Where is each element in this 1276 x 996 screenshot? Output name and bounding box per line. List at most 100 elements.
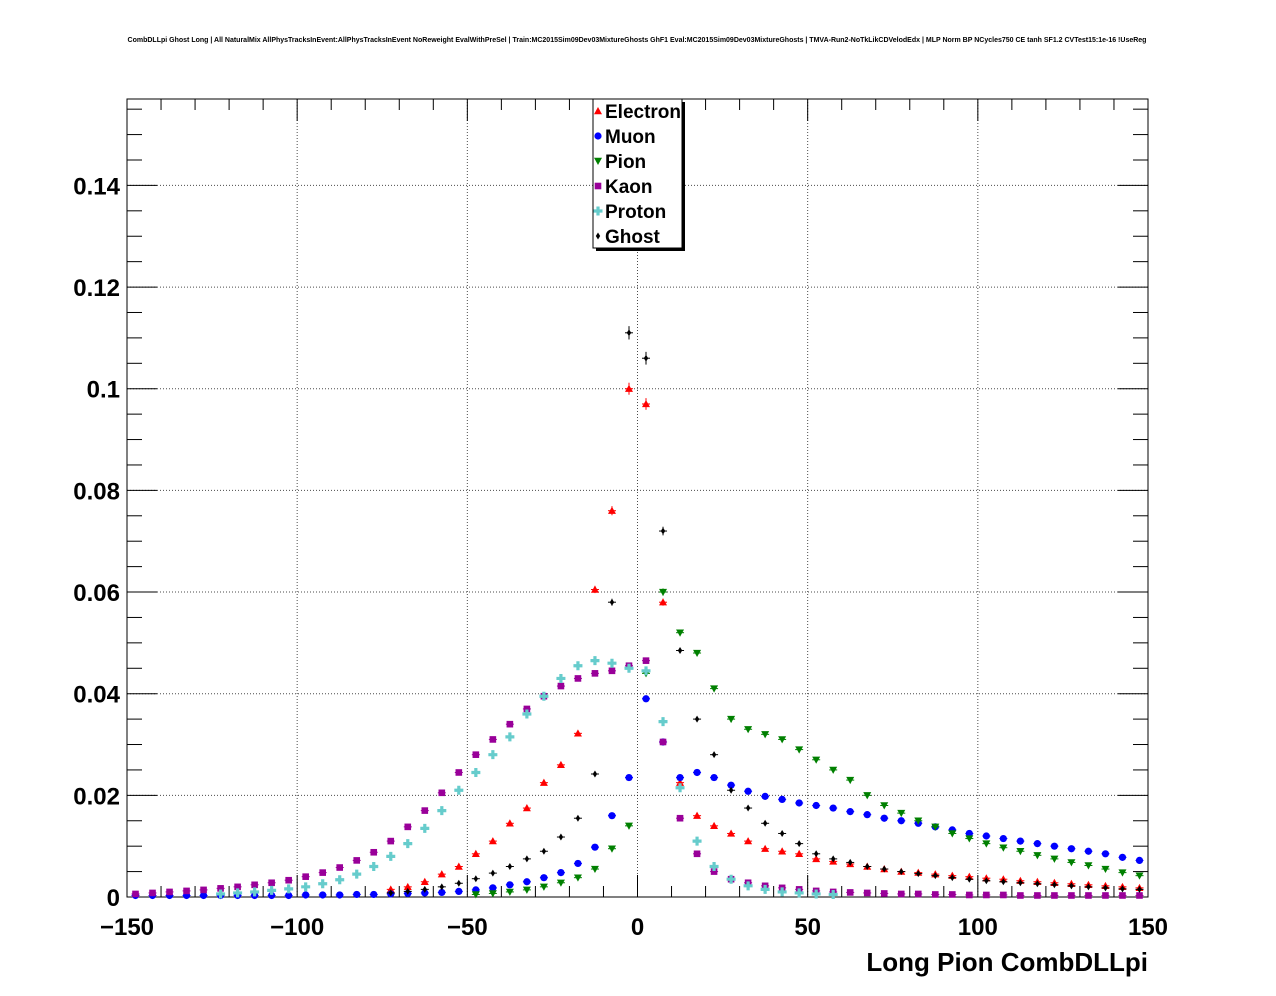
- data-point: [319, 869, 326, 876]
- data-point: [590, 865, 599, 874]
- data-point: [660, 527, 666, 535]
- series-muon: [131, 695, 1144, 900]
- legend: Electron Muon Pion Kaon Proton Ghost: [592, 98, 685, 251]
- data-point: [914, 817, 923, 825]
- data-point: [590, 585, 599, 593]
- data-point: [710, 821, 719, 830]
- data-point: [1135, 872, 1144, 880]
- legend-item-ghost: Ghost: [595, 227, 661, 248]
- data-point: [693, 811, 702, 819]
- data-point: [745, 804, 751, 812]
- data-point: [1085, 892, 1092, 899]
- data-point: [421, 889, 429, 897]
- data-point: [557, 869, 565, 877]
- legend-label: Ghost: [605, 227, 661, 248]
- data-point: [267, 885, 277, 895]
- data-point: [471, 891, 480, 899]
- data-point: [420, 823, 430, 833]
- data-point: [523, 705, 531, 713]
- data-point: [251, 881, 258, 889]
- data-point: [318, 879, 328, 889]
- data-point: [1033, 852, 1042, 860]
- data-point: [949, 891, 956, 898]
- data-point: [967, 875, 972, 883]
- data-point: [625, 773, 633, 782]
- data-point: [812, 854, 821, 863]
- data-point: [677, 646, 683, 654]
- data-point: [882, 865, 887, 873]
- data-point: [914, 890, 922, 898]
- data-point: [301, 882, 311, 892]
- legend-label: Kaon: [605, 177, 653, 198]
- data-point: [795, 799, 803, 807]
- y-tick-label: 0: [107, 885, 120, 912]
- data-point: [472, 751, 480, 758]
- data-point: [387, 837, 395, 845]
- data-point: [1000, 891, 1007, 899]
- data-point: [556, 879, 565, 887]
- data-point: [505, 819, 514, 827]
- data-point: [1101, 850, 1110, 858]
- data-point: [710, 685, 719, 693]
- data-point: [675, 783, 685, 793]
- data-point: [455, 769, 463, 776]
- legend-item-muon: Muon: [594, 127, 656, 148]
- data-point: [250, 887, 260, 897]
- data-point: [268, 891, 276, 900]
- legend-marker: [594, 182, 602, 190]
- y-tick-label: 0.12: [73, 275, 120, 302]
- axes: −150 −100 −50 0 50 100 150 0 0.02 0.04 0.06 0.08 0.1…: [73, 99, 1168, 941]
- data-point: [983, 891, 990, 899]
- x-tick-label: −50: [447, 914, 488, 941]
- data-point: [846, 808, 854, 816]
- data-point: [456, 879, 462, 887]
- data-point: [149, 889, 156, 897]
- data-point: [488, 750, 498, 760]
- legend-marker: [594, 157, 602, 165]
- data-point: [728, 786, 734, 794]
- y-tick-label: 0.1: [87, 377, 120, 404]
- series-proton: [216, 656, 838, 899]
- data-point: [880, 890, 888, 897]
- data-point: [829, 804, 837, 812]
- x-tick-label: 150: [1128, 914, 1168, 941]
- data-point: [762, 819, 768, 827]
- data-point: [933, 872, 938, 880]
- data-point: [744, 726, 753, 734]
- data-point: [386, 885, 395, 893]
- data-point: [744, 837, 753, 845]
- data-point: [200, 886, 207, 894]
- data-point: [1103, 884, 1108, 892]
- data-point: [778, 847, 787, 855]
- data-point: [268, 879, 275, 887]
- data-point: [388, 889, 393, 897]
- data-point: [658, 717, 668, 727]
- data-point: [217, 885, 224, 892]
- data-point: [405, 887, 410, 895]
- legend-box: [592, 98, 683, 249]
- legend-marker: [594, 107, 602, 115]
- data-point: [965, 835, 974, 843]
- x-tick-label: −150: [100, 914, 154, 941]
- data-point: [693, 768, 701, 777]
- data-point: [1102, 892, 1109, 899]
- data-point: [811, 889, 821, 899]
- data-point: [812, 756, 821, 764]
- data-point: [386, 851, 396, 861]
- data-point: [1068, 892, 1075, 899]
- data-point: [319, 891, 327, 899]
- data-point: [984, 877, 989, 885]
- data-point: [676, 778, 685, 786]
- data-point: [1120, 885, 1125, 893]
- data-point: [591, 843, 599, 851]
- data-point: [556, 760, 565, 769]
- data-point: [659, 738, 667, 746]
- data-point: [608, 667, 616, 675]
- data-point: [507, 863, 513, 871]
- data-point: [353, 890, 361, 899]
- data-point: [1052, 881, 1057, 889]
- data-point: [642, 399, 651, 408]
- data-point: [336, 864, 344, 871]
- data-point: [574, 675, 582, 682]
- data-point: [488, 890, 497, 898]
